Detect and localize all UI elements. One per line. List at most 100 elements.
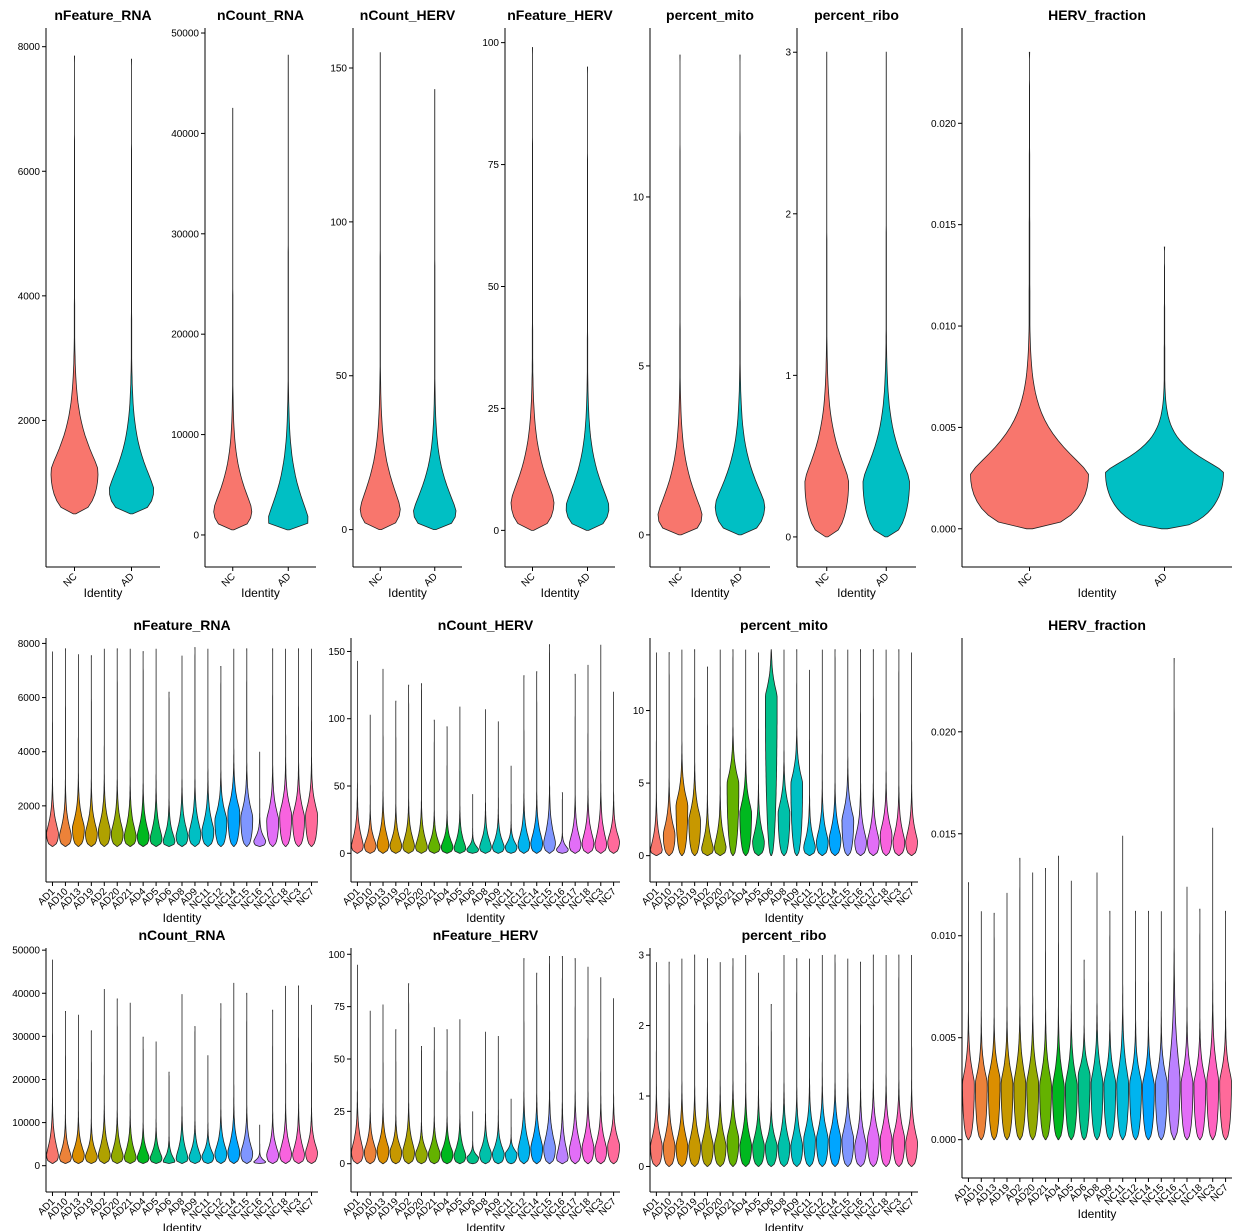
panel-title: percent_mito — [666, 7, 754, 23]
violin-nc14 — [828, 954, 842, 1167]
x-axis-label: Identity — [1078, 586, 1117, 600]
violin-ad13 — [71, 654, 85, 847]
violin-ad2 — [402, 983, 415, 1165]
violin-nc16 — [854, 961, 867, 1167]
violin-ad2 — [701, 958, 714, 1167]
y-tick-label: 40000 — [171, 129, 199, 140]
violin-ad10 — [59, 1011, 72, 1164]
y-tick-label: 100 — [328, 950, 345, 961]
y-tick-label: 0.010 — [931, 322, 956, 333]
panel-percent-ribo: percent_ribo0123AD1AD10AD13AD19AD2AD20AD… — [638, 927, 918, 1231]
y-tick-label: 0 — [339, 849, 345, 860]
violin-nc16 — [854, 649, 867, 856]
y-tick-label: 1 — [785, 371, 791, 382]
y-tick-label: 50 — [336, 371, 348, 382]
violin-ad2 — [402, 684, 415, 854]
y-tick-label: 0 — [638, 1162, 644, 1173]
violin-nc14 — [1142, 910, 1155, 1141]
violin-nc18 — [581, 966, 595, 1165]
violin-ad1 — [46, 959, 59, 1164]
violin-ad1 — [46, 651, 59, 847]
y-tick-label: 25 — [488, 404, 500, 415]
y-tick-label: 100 — [482, 38, 499, 49]
panel-percent-mito: percent_mito0510AD1AD10AD13AD19AD2AD20AD… — [633, 617, 918, 925]
violin-ad — [413, 89, 457, 530]
panel-title: nCount_HERV — [438, 617, 534, 633]
y-tick-label: 0 — [493, 526, 499, 537]
y-tick-label: 30000 — [171, 229, 199, 240]
violin-ad4 — [440, 726, 454, 854]
violin-nc12 — [815, 649, 829, 856]
violin-ad5 — [1065, 880, 1078, 1141]
y-tick-label: 8000 — [18, 639, 41, 650]
violin-ad4 — [739, 955, 753, 1167]
violin-nc17 — [266, 648, 279, 847]
violin-nc15 — [240, 992, 254, 1164]
y-tick-label: 4000 — [18, 747, 41, 758]
violin-nc12 — [214, 666, 228, 847]
y-tick-label: 6000 — [18, 167, 41, 178]
violin-ad — [862, 51, 910, 538]
violin-nc15 — [841, 958, 855, 1167]
violin-ad13 — [987, 912, 1001, 1141]
violin-nc7 — [905, 955, 918, 1167]
violin-ad5 — [752, 652, 765, 856]
violin-ad13 — [71, 1014, 85, 1164]
violin-ad9 — [188, 1026, 202, 1164]
violin-nc12 — [1129, 910, 1142, 1141]
violin-nc15 — [240, 648, 254, 847]
violin-ad20 — [713, 962, 727, 1167]
violin-ad21 — [427, 1027, 441, 1165]
y-tick-label: 2000 — [18, 801, 41, 812]
y-tick-label: 75 — [488, 160, 500, 171]
violin-nc11 — [201, 1055, 215, 1164]
y-tick-label: 0.005 — [931, 423, 956, 434]
violin-nc — [970, 51, 1089, 530]
y-tick-label: 0.010 — [931, 931, 956, 942]
y-tick-label: 0.005 — [931, 1033, 956, 1044]
violin-nc18 — [879, 649, 893, 856]
x-tick-label: NC — [62, 571, 80, 589]
x-axis-label: Identity — [691, 586, 730, 600]
violin-ad9 — [492, 721, 505, 854]
violin-nc16 — [253, 1124, 267, 1164]
violin-ad4 — [136, 651, 150, 847]
x-axis-label: Identity — [241, 586, 280, 600]
x-tick-label: AD — [728, 571, 746, 589]
y-tick-label: 2000 — [18, 416, 41, 427]
violin-ad10 — [59, 648, 72, 847]
violin-ad — [108, 58, 155, 515]
violin-ad6 — [466, 794, 479, 854]
violin-ad19 — [1000, 892, 1014, 1141]
panel-nfeature-rna: nFeature_RNA2000400060008000AD1AD10AD13A… — [18, 617, 318, 925]
violin-nc7 — [305, 1004, 318, 1164]
panel-title: nCount_RNA — [217, 7, 304, 23]
violin-nc16 — [253, 751, 267, 847]
violin-ad — [1105, 246, 1224, 530]
violin-ad8 — [777, 649, 791, 856]
violin-nc14 — [530, 972, 543, 1165]
y-tick-label: 3 — [785, 48, 791, 59]
y-tick-label: 0 — [341, 525, 347, 536]
violin-ad9 — [188, 647, 202, 847]
violin-ad20 — [1026, 872, 1039, 1141]
violin-nc18 — [1193, 908, 1207, 1141]
y-tick-label: 25 — [334, 1107, 346, 1118]
y-tick-label: 50000 — [12, 946, 40, 957]
violin-ad21 — [123, 648, 137, 847]
violin-ad10 — [975, 911, 988, 1141]
violin-ad6 — [162, 1071, 176, 1164]
violin-ad5 — [752, 972, 765, 1167]
violin-ad1 — [650, 652, 663, 856]
x-tick-label: NC — [1017, 571, 1035, 589]
panel-title: nCount_HERV — [360, 7, 456, 23]
violin-nc7 — [305, 648, 318, 847]
x-tick-label: NC — [520, 571, 538, 589]
panel-herv-fraction: HERV_fraction0.0000.0050.0100.0150.020AD… — [931, 617, 1232, 1221]
violin-ad20 — [110, 998, 124, 1164]
y-tick-label: 5 — [638, 361, 644, 372]
violin-ad10 — [364, 1010, 377, 1165]
